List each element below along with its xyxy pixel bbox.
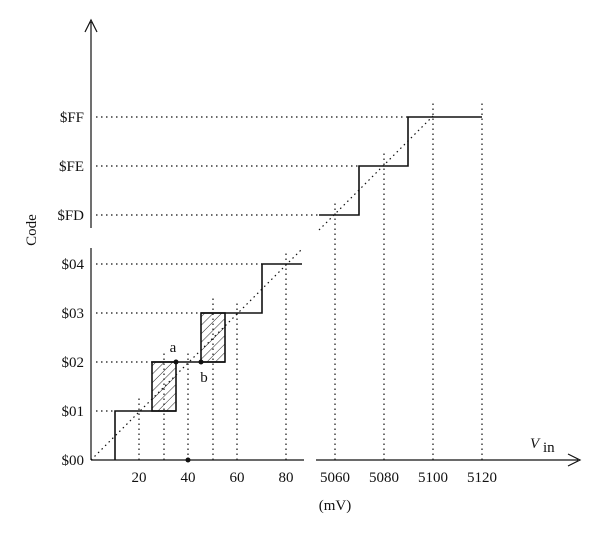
x-tick-label: 5080 (369, 470, 399, 486)
transfer-high (319, 116, 482, 216)
axes (84, 18, 582, 467)
y-tick-label: $03 (62, 306, 85, 322)
x-tick-label: 60 (230, 470, 245, 486)
transfer-low (114, 263, 302, 460)
staircase (114, 116, 482, 463)
y-tick-label: $04 (62, 257, 85, 273)
y-tick-label: $02 (62, 355, 85, 371)
x-tick-label: 5060 (320, 470, 350, 486)
ideal-line (90, 115, 434, 461)
point-label: b (200, 370, 208, 386)
y-title: Code (24, 214, 40, 246)
x-ticks: 20 40 60 80 5060 5080 5100 5120 (132, 470, 498, 486)
voltage-guides (138, 103, 483, 460)
y-ticks: $00 $01 $02 $03 $04 $FD $FE $FF (57, 110, 84, 469)
axis-dot (185, 457, 191, 463)
code-guides (96, 116, 408, 412)
x-axis (91, 453, 582, 467)
point-a (173, 359, 179, 365)
y-tick-label: $FF (60, 110, 84, 126)
x-tick-label: 40 (181, 470, 196, 486)
point-label: a (170, 340, 177, 356)
y-tick-label: $FE (59, 159, 84, 175)
uncertainty-region (151, 361, 177, 412)
x-tick-label: 20 (132, 470, 147, 486)
y-tick-label: $00 (62, 453, 85, 469)
x-title-subscript: in (543, 440, 555, 456)
y-tick-label: $FD (57, 208, 84, 224)
x-tick-label: 80 (279, 470, 294, 486)
y-tick-label: $01 (62, 404, 85, 420)
uncertainty-region (200, 312, 226, 363)
x-tick-label: 5100 (418, 470, 448, 486)
x-title: V (530, 436, 541, 452)
y-axis (84, 18, 98, 460)
x-tick-label: 5120 (467, 470, 497, 486)
x-unit: (mV) (319, 498, 352, 514)
guide-lines (90, 103, 483, 461)
point-b (198, 359, 204, 365)
